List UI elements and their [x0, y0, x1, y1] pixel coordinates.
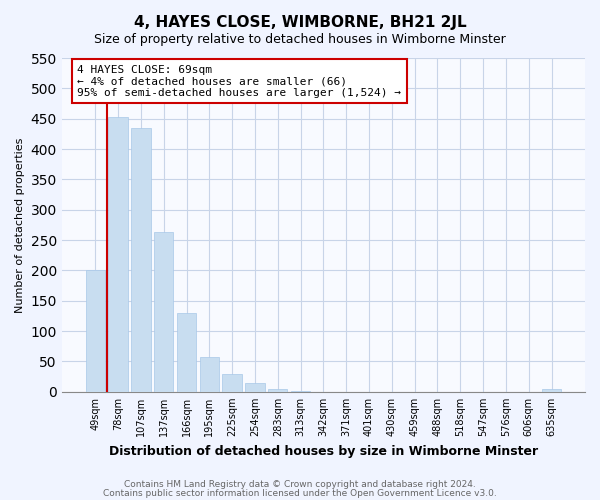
Bar: [109, 118, 128, 392]
X-axis label: Distribution of detached houses by size in Wimborne Minster: Distribution of detached houses by size …: [109, 444, 538, 458]
Bar: [291, 391, 310, 392]
Text: Size of property relative to detached houses in Wimborne Minster: Size of property relative to detached ho…: [94, 32, 506, 46]
Text: Contains public sector information licensed under the Open Government Licence v3: Contains public sector information licen…: [103, 488, 497, 498]
Bar: [542, 389, 561, 392]
Text: Contains HM Land Registry data © Crown copyright and database right 2024.: Contains HM Land Registry data © Crown c…: [124, 480, 476, 489]
Bar: [86, 270, 105, 392]
Bar: [154, 232, 173, 392]
Bar: [200, 356, 219, 392]
Bar: [245, 382, 265, 392]
Text: 4, HAYES CLOSE, WIMBORNE, BH21 2JL: 4, HAYES CLOSE, WIMBORNE, BH21 2JL: [134, 15, 466, 30]
Bar: [268, 389, 287, 392]
Bar: [177, 313, 196, 392]
Text: 4 HAYES CLOSE: 69sqm
← 4% of detached houses are smaller (66)
95% of semi-detach: 4 HAYES CLOSE: 69sqm ← 4% of detached ho…: [77, 64, 401, 98]
Bar: [223, 374, 242, 392]
Bar: [131, 128, 151, 392]
Y-axis label: Number of detached properties: Number of detached properties: [15, 137, 25, 312]
